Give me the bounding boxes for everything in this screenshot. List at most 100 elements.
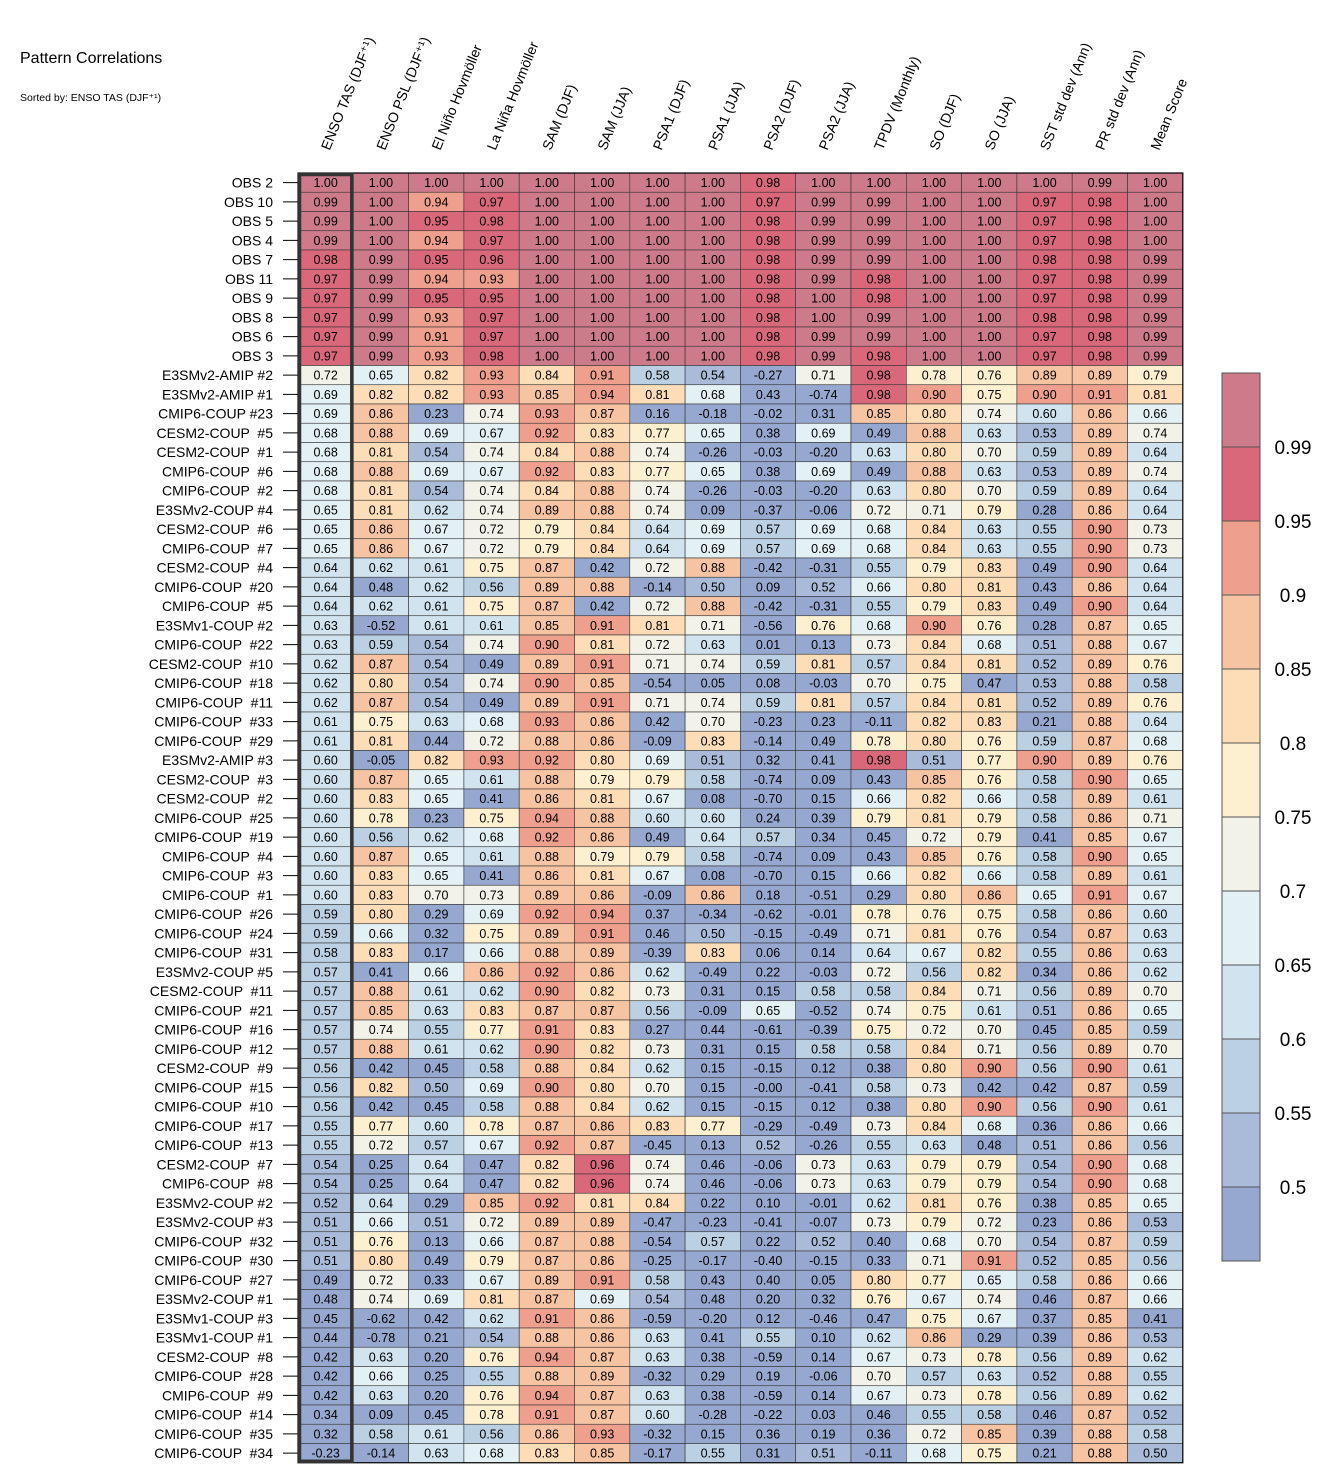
colorbar-bin xyxy=(1222,669,1260,744)
cell-value: 0.58 xyxy=(1032,869,1056,883)
row-label: CMIP6-COUP #15 xyxy=(154,1079,273,1095)
cell-value: 0.47 xyxy=(977,677,1001,691)
cell-value: 1.00 xyxy=(977,311,1001,325)
cell-value: 0.76 xyxy=(1143,696,1167,710)
chart-title: Pattern Correlations xyxy=(20,50,163,67)
cell-value: 0.43 xyxy=(756,388,780,402)
row-label: CMIP6-COUP #5 xyxy=(162,598,273,614)
cell-value: -0.39 xyxy=(643,946,672,960)
cell-value: 0.22 xyxy=(756,965,780,979)
cell-value: 0.61 xyxy=(424,1042,448,1056)
cell-value: 0.98 xyxy=(479,349,503,363)
cell-value: 0.52 xyxy=(1032,1254,1056,1268)
cell-value: 0.79 xyxy=(922,600,946,614)
cell-value: 0.85 xyxy=(590,677,614,691)
cell-value: 0.97 xyxy=(1032,349,1056,363)
cell-value: 0.64 xyxy=(424,1158,448,1172)
cell-value: 0.99 xyxy=(369,253,393,267)
cell-value: 0.49 xyxy=(1032,561,1056,575)
row-label: CMIP6-COUP #35 xyxy=(154,1426,273,1442)
cell-value: 0.82 xyxy=(590,1042,614,1056)
cell-value: -0.49 xyxy=(809,1119,838,1133)
cell-value: 0.55 xyxy=(424,1023,448,1037)
cell-value: 0.72 xyxy=(977,1216,1001,1230)
cell-value: 0.76 xyxy=(977,734,1001,748)
cell-value: 0.81 xyxy=(645,619,669,633)
cell-value: 0.79 xyxy=(590,773,614,787)
cell-value: 0.66 xyxy=(479,946,503,960)
cell-value: 0.54 xyxy=(424,677,448,691)
cell-value: 0.42 xyxy=(590,561,614,575)
cell-value: 0.57 xyxy=(313,1023,337,1037)
cell-value: 0.64 xyxy=(866,946,890,960)
cell-value: -0.11 xyxy=(865,1447,893,1461)
cell-value: 0.60 xyxy=(313,888,337,902)
cell-value: 1.00 xyxy=(701,253,725,267)
cell-value: 0.90 xyxy=(1088,1062,1112,1076)
cell-value: 1.00 xyxy=(977,253,1001,267)
colorbar-label: 0.65 xyxy=(1275,956,1312,977)
cell-value: 0.89 xyxy=(1088,869,1112,883)
cell-value: 0.94 xyxy=(535,1389,559,1403)
cell-value: 0.63 xyxy=(424,1004,448,1018)
cell-value: 0.97 xyxy=(1032,292,1056,306)
cell-value: 0.98 xyxy=(1088,253,1112,267)
cell-value: 1.00 xyxy=(369,195,393,209)
cell-value: 0.66 xyxy=(1143,407,1167,421)
cell-value: 0.41 xyxy=(1143,1312,1167,1326)
cell-value: 0.74 xyxy=(645,503,669,517)
cell-value: 1.00 xyxy=(479,176,503,190)
cell-value: 0.54 xyxy=(313,1158,337,1172)
cell-value: 0.89 xyxy=(1088,446,1112,460)
cell-value: 0.85 xyxy=(535,388,559,402)
cell-value: 0.46 xyxy=(1032,1293,1056,1307)
cell-value: 0.98 xyxy=(313,253,337,267)
row-label: CESM2-COUP #9 xyxy=(157,1060,274,1076)
cell-value: 0.56 xyxy=(479,1427,503,1441)
cell-value: -0.26 xyxy=(809,1139,838,1153)
row-label: CMIP6-COUP #20 xyxy=(154,579,273,595)
cell-value: 0.09 xyxy=(701,503,725,517)
cell-value: 0.54 xyxy=(424,446,448,460)
column-label: PR std dev (Ann) xyxy=(1092,47,1147,152)
cell-value: 0.57 xyxy=(756,542,780,556)
cell-value: 0.89 xyxy=(1088,426,1112,440)
cell-value: -0.62 xyxy=(367,1312,396,1326)
cell-value: -0.11 xyxy=(865,715,893,729)
cell-value: 0.99 xyxy=(866,195,890,209)
cell-value: 0.84 xyxy=(590,523,614,537)
cell-value: 0.86 xyxy=(977,888,1001,902)
colorbar-bin xyxy=(1222,521,1260,596)
colorbar-bin xyxy=(1222,595,1260,670)
cell-value: 0.58 xyxy=(479,1062,503,1076)
cell-value: 0.85 xyxy=(1088,1254,1112,1268)
cell-value: 0.81 xyxy=(922,811,946,825)
cell-value: 0.78 xyxy=(479,1119,503,1133)
cell-value: 0.87 xyxy=(590,1408,614,1422)
cell-value: 0.82 xyxy=(922,869,946,883)
cell-value: 0.87 xyxy=(369,850,393,864)
cell-value: 0.87 xyxy=(590,407,614,421)
cell-value: 0.99 xyxy=(313,215,337,229)
cell-value: 0.88 xyxy=(1088,715,1112,729)
cell-value: 0.31 xyxy=(811,407,835,421)
cell-value: 1.00 xyxy=(535,272,559,286)
cell-value: 0.66 xyxy=(977,869,1001,883)
cell-value: 0.94 xyxy=(424,234,448,248)
cell-value: 0.99 xyxy=(811,234,835,248)
cell-value: 0.65 xyxy=(424,773,448,787)
cell-value: 0.99 xyxy=(1143,272,1167,286)
cell-value: 0.34 xyxy=(313,1408,337,1422)
cell-value: -0.51 xyxy=(809,888,838,902)
cell-value: 0.66 xyxy=(369,1370,393,1384)
cell-value: 0.78 xyxy=(922,369,946,383)
cell-value: -0.03 xyxy=(809,677,838,691)
cell-value: 0.70 xyxy=(1143,1042,1167,1056)
cell-value: 0.63 xyxy=(369,1389,393,1403)
cell-value: 0.88 xyxy=(1088,1427,1112,1441)
cell-value: 0.88 xyxy=(369,985,393,999)
cell-value: 0.82 xyxy=(424,369,448,383)
heatmap-cells: 1.00 1.00 1.00 1.00 1.00 1.00 1.00 1.00 0.98 1.00… xyxy=(297,172,1184,1464)
cell-value: 0.88 xyxy=(1088,638,1112,652)
